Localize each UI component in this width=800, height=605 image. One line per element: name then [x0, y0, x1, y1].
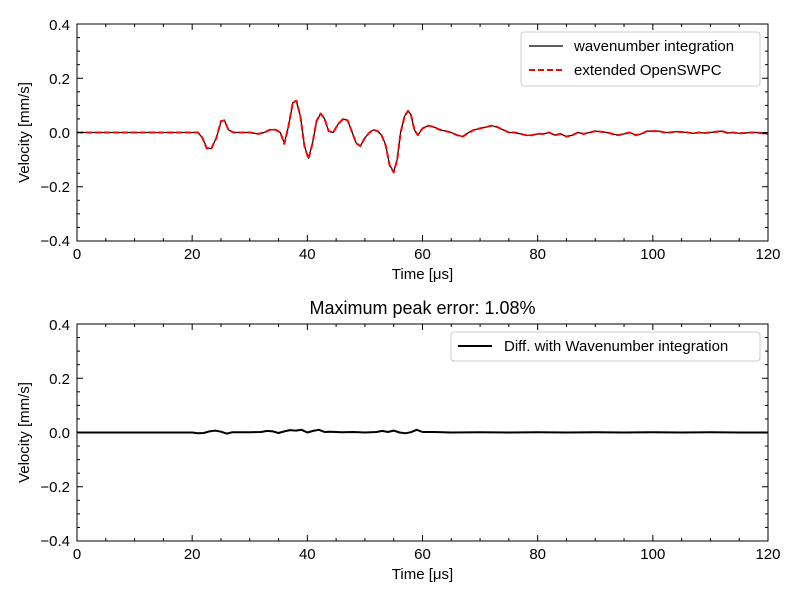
top-y-tick-label: 0.4 — [49, 17, 70, 34]
top-series-line-1 — [77, 99, 769, 174]
bottom-x-tick-label: 80 — [529, 546, 546, 563]
bottom-series-line-0 — [77, 428, 768, 435]
bottom-x-tick-label: 20 — [184, 546, 201, 563]
bottom-x-tick-labels: 0 20 40 60 80 100 120 — [73, 546, 781, 563]
bottom-x-tick-label: 0 — [73, 546, 81, 563]
bottom-y-tick-label: −0.2 — [40, 479, 70, 496]
bottom-x-tick-label: 120 — [755, 546, 780, 563]
top-x-tick-label: 40 — [299, 246, 316, 263]
bottom-title: Maximum peak error: 1.08% — [309, 298, 535, 318]
top-legend-box — [520, 31, 761, 87]
top-legend-label-openswpc: extended OpenSWPC — [574, 62, 722, 79]
top-series-line-0 — [77, 100, 769, 173]
top-x-tick-labels: 0 20 40 60 80 100 120 — [73, 246, 781, 263]
top-y-tick-label: −0.4 — [40, 233, 70, 250]
top-x-tick-label: 0 — [73, 246, 81, 263]
bottom-y-tick-label: 0.4 — [49, 317, 70, 334]
bottom-panel: Maximum peak error: 1.08% 0 20 40 60 80 … — [16, 298, 781, 583]
top-x-tick-label: 20 — [184, 246, 201, 263]
top-axes-frame — [76, 23, 769, 242]
top-y-axis-label: Velocity [mm/s] — [16, 82, 33, 183]
bottom-legend-label-diff: Diff. with Wavenumber integration — [504, 338, 728, 355]
bottom-axes-frame — [76, 323, 769, 542]
top-y-tick-label: 0.2 — [49, 71, 70, 88]
bottom-legend: Diff. with Wavenumber integration — [450, 331, 761, 362]
bottom-y-tick-label: −0.4 — [40, 533, 70, 550]
top-y-tick-label: −0.2 — [40, 179, 70, 196]
bottom-x-tick-label: 40 — [299, 546, 316, 563]
bottom-x-tick-label: 100 — [640, 546, 665, 563]
bottom-x-tick-label: 60 — [414, 546, 431, 563]
top-legend-label-wavenumber: wavenumber integration — [573, 38, 734, 55]
top-x-axis-label: Time [μs] — [392, 266, 453, 283]
bottom-y-tick-label: 0.2 — [49, 371, 70, 388]
top-x-tick-label: 60 — [414, 246, 431, 263]
bottom-y-axis-label: Velocity [mm/s] — [16, 382, 33, 483]
top-x-tick-label: 120 — [755, 246, 780, 263]
bottom-plot-lines — [77, 428, 768, 435]
top-panel: 0 20 40 60 80 100 120 −0.4 −0.2 0.0 0.2 … — [16, 17, 781, 283]
top-legend: wavenumber integration extended OpenSWPC — [520, 31, 761, 87]
bottom-y-tick-label: 0.0 — [49, 425, 70, 442]
top-plot-lines — [77, 99, 769, 174]
bottom-x-axis-label: Time [μs] — [392, 566, 453, 583]
top-x-tick-label: 100 — [640, 246, 665, 263]
top-x-tick-label: 80 — [529, 246, 546, 263]
top-y-tick-labels: −0.4 −0.2 0.0 0.2 0.4 — [40, 17, 70, 250]
bottom-y-tick-labels: −0.4 −0.2 0.0 0.2 0.4 — [40, 317, 70, 550]
bottom-legend-box — [450, 331, 761, 362]
top-y-tick-label: 0.0 — [49, 125, 70, 142]
